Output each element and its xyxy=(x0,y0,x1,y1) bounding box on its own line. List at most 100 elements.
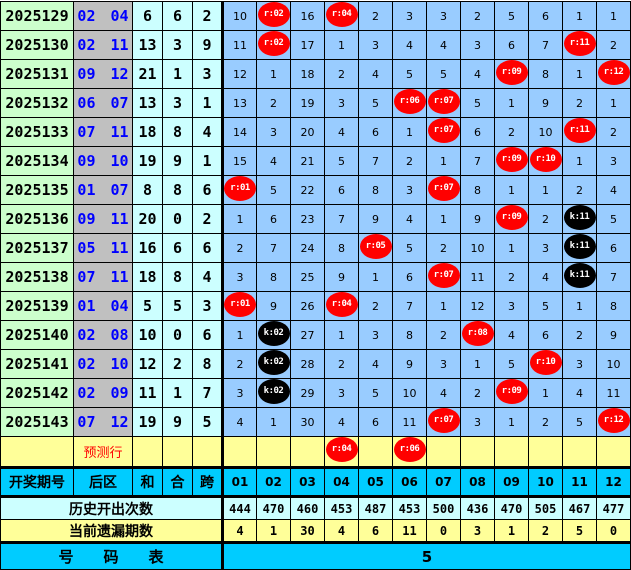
trend-cell: r:04 xyxy=(324,436,359,468)
drawn-ball: r:04 xyxy=(325,292,358,317)
header-span: 跨 xyxy=(192,466,224,497)
sum-cell: 20 xyxy=(132,204,163,234)
trend-cell: 4 xyxy=(392,204,427,234)
period-cell: 2025136 xyxy=(0,204,74,234)
history-count: 444 xyxy=(222,495,257,520)
trend-cell: 1 xyxy=(392,117,427,147)
back-zone-cell: 01 07 xyxy=(73,175,133,205)
drawn-ball: r:11 xyxy=(563,31,596,56)
table-row: 2025143 07 12 19 9 5 4 1 30 4 6 11 r:07 3 1 2 5 r:12 xyxy=(0,407,631,437)
period-cell: 2025135 xyxy=(0,175,74,205)
trend-cell: 7 xyxy=(324,204,359,234)
trend-cell: 2 xyxy=(324,59,359,89)
trend-cell: 3 xyxy=(358,30,393,60)
trend-cell: 2 xyxy=(460,1,495,31)
trend-cell: r:07 xyxy=(426,175,461,205)
trend-cell: 7 xyxy=(596,262,631,292)
header-back: 后区 xyxy=(73,466,133,497)
trend-cell: 8 xyxy=(358,175,393,205)
trend-cell: 20 xyxy=(290,117,325,147)
period-cell: 2025140 xyxy=(0,320,74,350)
back-zone-cell: 09 10 xyxy=(73,146,133,176)
trend-cell xyxy=(494,436,529,468)
repeat-ball: k:02 xyxy=(257,350,290,375)
repeat-ball: k:11 xyxy=(563,263,596,288)
trend-cell: 8 xyxy=(596,291,631,321)
trend-cell xyxy=(426,436,461,468)
trend-cell: 3 xyxy=(358,320,393,350)
he-cell: 9 xyxy=(162,146,193,176)
back-zone-cell: 02 10 xyxy=(73,349,133,379)
drawn-ball: r:10 xyxy=(529,147,562,172)
span-cell: 2 xyxy=(192,1,224,31)
table-row: 2025142 02 09 11 1 7 3 k:02 29 3 5 10 4 2 r:09 1 4 11 xyxy=(0,378,631,408)
trend-cell: 6 xyxy=(494,30,529,60)
trend-cell: 9 xyxy=(324,262,359,292)
back-zone-cell: 06 07 xyxy=(73,88,133,118)
trend-cell: 1 xyxy=(562,59,597,89)
he-cell: 6 xyxy=(162,233,193,263)
trend-cell: 10 xyxy=(596,349,631,379)
trend-cell: 3 xyxy=(222,378,257,408)
trend-cell: r:06 xyxy=(392,436,427,468)
header-number: 08 xyxy=(460,466,495,497)
trend-cell: 22 xyxy=(290,175,325,205)
trend-cell: 9 xyxy=(528,88,563,118)
drawn-ball: r:12 xyxy=(597,408,630,433)
trend-cell: r:09 xyxy=(494,146,529,176)
drawn-ball: r:07 xyxy=(427,408,460,433)
trend-cell: 2 xyxy=(426,233,461,263)
trend-cell: 10 xyxy=(222,1,257,31)
header-number: 11 xyxy=(562,466,597,497)
miss-row: 当前遗漏期数 4 1 30 4 6 11 0 3 1 2 5 0 xyxy=(0,519,631,543)
history-count: 470 xyxy=(494,495,529,520)
trend-cell: r:07 xyxy=(426,262,461,292)
table-row: 2025138 07 11 18 8 4 3 8 25 9 1 6 r:07 11 2 4 k:11 7 xyxy=(0,262,631,292)
history-label: 历史开出次数 xyxy=(0,495,224,520)
trend-cell: r:11 xyxy=(562,30,597,60)
he-cell: 1 xyxy=(162,378,193,408)
miss-count: 5 xyxy=(562,519,597,543)
trend-cell: 21 xyxy=(290,146,325,176)
trend-cell: 1 xyxy=(494,233,529,263)
trend-cell: 2 xyxy=(256,88,291,118)
trend-cell: 9 xyxy=(358,204,393,234)
trend-cell: 8 xyxy=(460,175,495,205)
trend-cell: 10 xyxy=(528,117,563,147)
trend-cell: 2 xyxy=(562,320,597,350)
span-cell: 6 xyxy=(192,233,224,263)
trend-cell: r:04 xyxy=(324,291,359,321)
trend-cell: 1 xyxy=(562,1,597,31)
prediction-empty xyxy=(0,436,74,468)
miss-count: 6 xyxy=(358,519,393,543)
trend-cell: 1 xyxy=(426,291,461,321)
miss-count: 0 xyxy=(596,519,631,543)
trend-cell: r:01 xyxy=(222,175,257,205)
trend-cell: 4 xyxy=(324,407,359,437)
trend-cell: 9 xyxy=(596,320,631,350)
drawn-ball: r:07 xyxy=(427,176,460,201)
repeat-ball: k:11 xyxy=(563,205,596,230)
sum-cell: 10 xyxy=(132,320,163,350)
sum-cell: 16 xyxy=(132,233,163,263)
period-cell: 2025142 xyxy=(0,378,74,408)
header-number: 06 xyxy=(392,466,427,497)
trend-cell: 3 xyxy=(324,378,359,408)
drawn-ball: r:05 xyxy=(359,234,392,259)
miss-label: 当前遗漏期数 xyxy=(0,519,224,543)
header-sum: 和 xyxy=(132,466,163,497)
trend-cell: 11 xyxy=(392,407,427,437)
trend-cell: 6 xyxy=(460,117,495,147)
drawn-ball: r:10 xyxy=(529,350,562,375)
he-cell: 9 xyxy=(162,407,193,437)
trend-cell: 11 xyxy=(460,262,495,292)
trend-cell: 13 xyxy=(222,88,257,118)
header-number: 12 xyxy=(596,466,631,497)
trend-cell: 1 xyxy=(494,88,529,118)
trend-cell: 4 xyxy=(596,175,631,205)
sum-cell: 19 xyxy=(132,146,163,176)
trend-cell: 1 xyxy=(528,378,563,408)
span-cell: 6 xyxy=(192,320,224,350)
trend-cell: r:05 xyxy=(358,233,393,263)
